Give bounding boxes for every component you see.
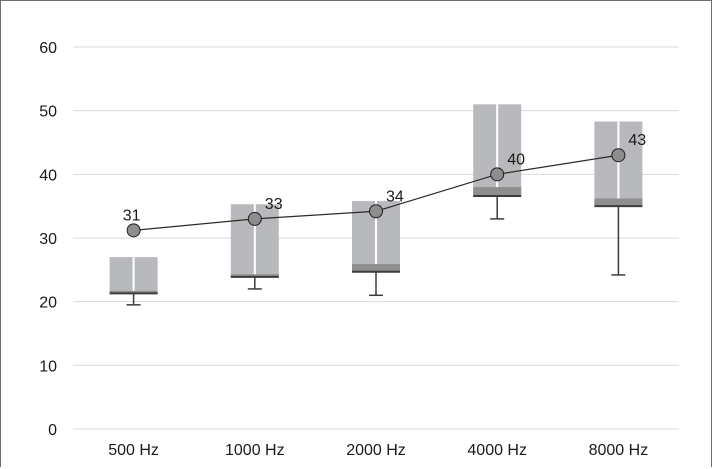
mean-point [126,223,141,238]
y-tick-label: 20 [39,295,57,312]
mean-point [369,204,383,219]
y-tick-label: 0 [48,422,57,439]
data-label: 43 [628,132,646,149]
x-tick-label: 2000 Hz [346,442,406,459]
x-tick-label: 8000 Hz [589,442,649,459]
y-tick-label: 40 [39,167,57,184]
median-band [352,264,400,272]
median-band [109,290,158,294]
mean-point [247,211,262,226]
data-label: 34 [386,188,404,205]
x-tick-label: 4000 Hz [467,442,527,459]
data-label: 33 [265,196,283,213]
y-tick-label: 30 [39,231,57,248]
median-band [473,187,522,196]
median-band [230,274,279,277]
median-band [594,198,643,207]
box-5 [594,121,643,276]
mean-point [611,148,626,163]
y-tick-label: 50 [39,104,57,121]
x-tick-label: 1000 Hz [225,442,285,459]
data-label: 31 [123,207,141,224]
x-tick-label: 500 Hz [108,442,159,459]
y-tick-label: 10 [39,358,57,375]
box-1 [109,257,158,306]
y-tick-label: 60 [39,40,57,57]
mean-point [490,167,505,182]
data-label: 40 [507,151,525,168]
